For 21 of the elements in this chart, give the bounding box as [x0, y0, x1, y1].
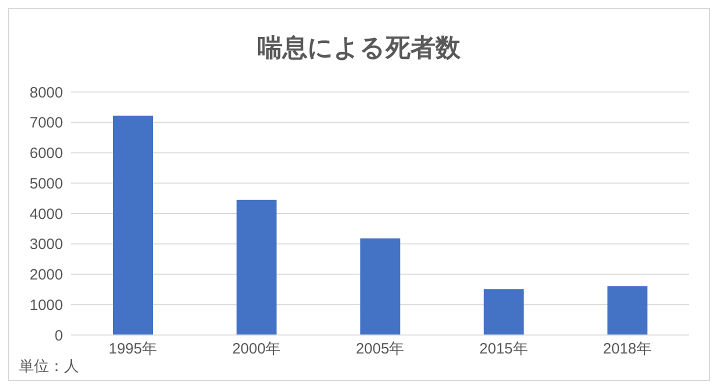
y-tick-label: 3000 [30, 236, 63, 254]
x-tick-label: 2000年 [232, 340, 281, 358]
y-tick-label: 2000 [30, 266, 63, 284]
bar [360, 238, 400, 335]
x-tick-label: 2005年 [356, 340, 404, 358]
y-tick-label: 0 [54, 327, 63, 344]
y-tick-label: 7000 [30, 114, 63, 132]
y-tick-label: 4000 [30, 206, 63, 223]
bar [236, 200, 277, 335]
y-tick-label: 6000 [30, 145, 63, 162]
y-tick-label: 1000 [30, 296, 63, 314]
chart-title: 喘息による死者数 [256, 33, 462, 64]
bar [607, 286, 648, 335]
x-tick-label: 1995年 [108, 340, 157, 358]
y-tick-label: 8000 [30, 84, 63, 102]
text: 単位：人 [19, 357, 79, 376]
x-tick-label: 2015年 [479, 340, 528, 358]
y-tick-label: 5000 [30, 175, 63, 192]
bar [484, 289, 524, 335]
bar [113, 116, 153, 335]
x-tick-label: 2018年 [603, 340, 652, 358]
